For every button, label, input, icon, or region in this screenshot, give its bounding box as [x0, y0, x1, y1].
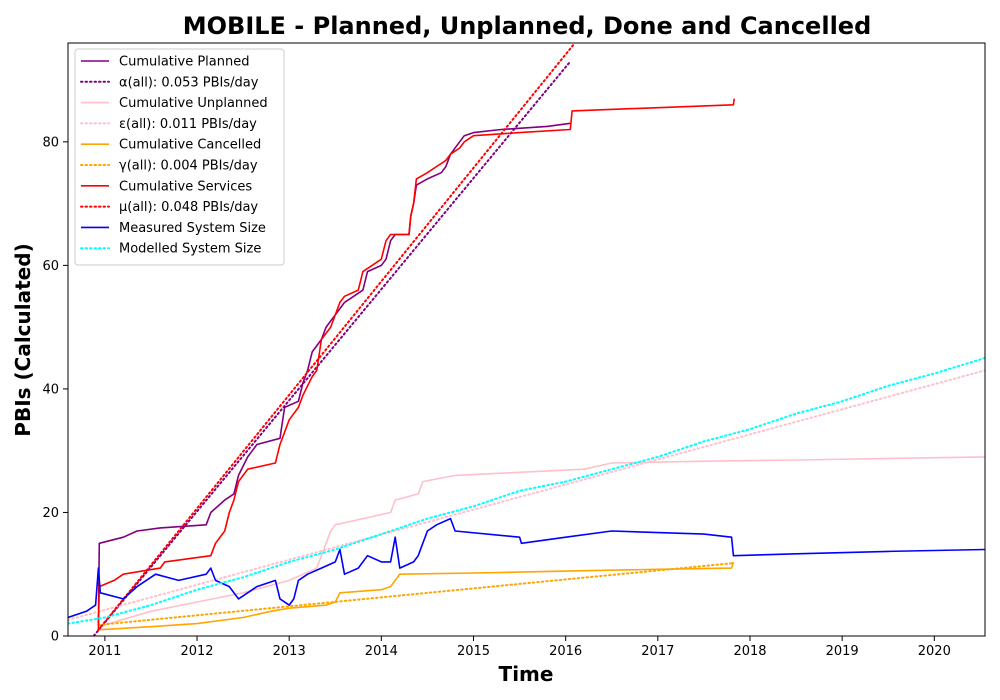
series-line-all-0-011-pbis-day-3: [68, 369, 985, 621]
y-tick-label: 20: [42, 506, 59, 521]
series-line-modelled-system-size-9: [68, 357, 985, 625]
x-tick-label: 2020: [918, 644, 951, 659]
series-line-measured-system-size-8: [68, 517, 985, 619]
legend-entry-label: ε(all): 0.011 PBIs/day: [119, 117, 257, 132]
y-tick-label: 80: [42, 135, 59, 150]
legend-entry-label: Cumulative Cancelled: [119, 138, 261, 153]
series-line-all-0-004-pbis-day-5: [97, 562, 735, 626]
legend-entry-label: α(all): 0.053 PBIs/day: [119, 75, 259, 90]
legend: Cumulative Planned α(all): 0.053 PBIs/day…: [74, 48, 285, 266]
x-tick-label: 2015: [457, 644, 490, 659]
legend-entry-label: Cumulative Services: [119, 179, 252, 194]
series-line-all-0-048-pbis-day-7: [97, 43, 576, 631]
y-axis: 0 20 40 60 80: [42, 135, 68, 645]
x-tick-label: 2013: [273, 644, 306, 659]
legend-entry-label: μ(all): 0.048 PBIs/day: [119, 200, 258, 215]
y-tick-label: 40: [42, 382, 59, 397]
x-tick-label: 2012: [180, 644, 213, 659]
chart-title: MOBILE - Planned, Unplanned, Done and Ca…: [183, 12, 872, 40]
x-axis-label: Time: [499, 662, 554, 686]
series-line-cumulative-services-6: [97, 98, 736, 630]
x-tick-label: 2018: [733, 644, 766, 659]
series-line-all-0-053-pbis-day-1: [92, 60, 572, 636]
series-line-cumulative-cancelled-4: [98, 561, 735, 631]
y-tick-label: 60: [42, 259, 59, 274]
x-axis: 2011 2012 2013 2014 2015 2016 2017 2018 2019 2020: [88, 636, 951, 659]
x-tick-label: 2014: [365, 644, 398, 659]
y-tick-label: 0: [51, 630, 59, 645]
legend-entry-label: Cumulative Planned: [119, 55, 249, 70]
legend-entry-label: γ(all): 0.004 PBIs/day: [119, 159, 258, 174]
legend-entry-label: Cumulative Unplanned: [119, 96, 268, 111]
x-tick-label: 2017: [641, 644, 674, 659]
series-line-cumulative-unplanned-2: [98, 456, 985, 628]
plot-area: [68, 43, 985, 636]
legend-entry-label: Modelled System Size: [119, 242, 261, 257]
legend-box: [74, 48, 285, 266]
y-axis-label: PBIs (Calculated): [11, 243, 35, 436]
x-tick-label: 2019: [826, 644, 859, 659]
plot-frame: [67, 42, 986, 637]
x-tick-label: 2016: [549, 644, 582, 659]
series-line-cumulative-planned-0: [97, 122, 571, 624]
legend-entry-label: Measured System Size: [119, 221, 266, 236]
x-tick-label: 2011: [88, 644, 121, 659]
